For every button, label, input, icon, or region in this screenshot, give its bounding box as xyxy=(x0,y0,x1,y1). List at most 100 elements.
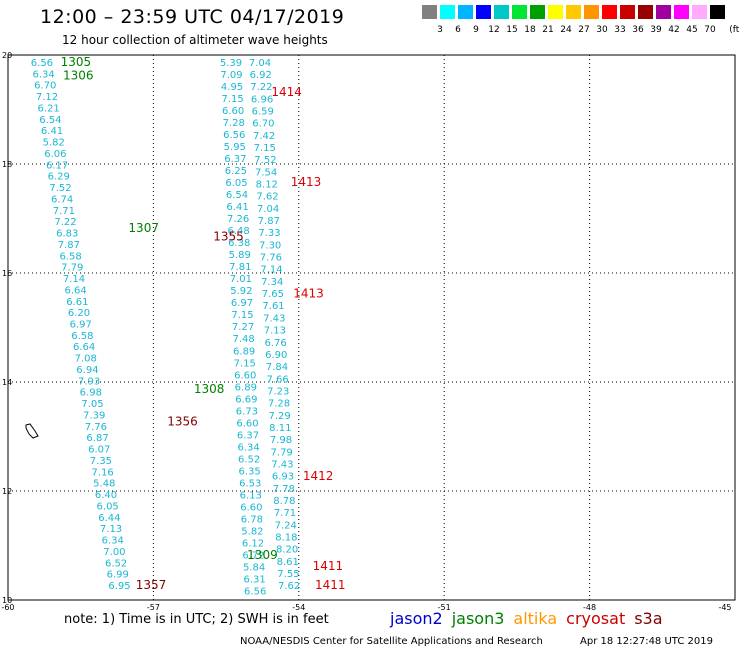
wave-height-value: 8.18 xyxy=(275,532,297,543)
legend-swatch xyxy=(458,5,473,19)
lon-tick-label: -60 xyxy=(1,603,14,612)
wave-height-value: 8.78 xyxy=(273,496,295,507)
legend-label: 21 xyxy=(542,25,554,35)
lat-tick-label: 20 xyxy=(2,51,12,60)
wave-height-value: 6.34 xyxy=(237,442,259,453)
wave-height-value: 7.29 xyxy=(269,411,291,422)
wave-height-value: 6.40 xyxy=(95,490,117,501)
wave-height-value: 6.13 xyxy=(240,490,262,501)
wave-height-value: 7.84 xyxy=(266,362,288,373)
wave-height-value: 7.42 xyxy=(253,131,275,142)
wave-height-value: 6.07 xyxy=(88,445,110,456)
wave-height-value: 5.39 xyxy=(220,58,242,69)
wave-height-value: 5.84 xyxy=(243,563,265,574)
wave-height-value: 6.53 xyxy=(239,478,261,489)
wave-height-value: 7.79 xyxy=(271,447,293,458)
lat-tick-label: 12 xyxy=(2,487,12,496)
legend-label: 12 xyxy=(488,25,500,35)
legend-label: 33 xyxy=(614,25,626,35)
wave-height-value: 7.87 xyxy=(58,240,80,251)
wave-height-value: 7.09 xyxy=(220,70,242,81)
wave-height-value: 7.28 xyxy=(223,118,245,129)
pass-label: 1412 xyxy=(303,469,334,483)
pass-label: 1356 xyxy=(167,415,198,429)
wave-height-value: 6.76 xyxy=(264,338,286,349)
satellite-cryosat-label: cryosat xyxy=(566,609,626,628)
wave-height-value: 7.13 xyxy=(100,524,122,535)
wave-height-value: 6.61 xyxy=(66,297,88,308)
wave-height-value: 5.82 xyxy=(43,138,65,149)
satellite-jason3-label: jason3 xyxy=(451,609,505,628)
wave-height-value: 6.74 xyxy=(51,194,73,205)
satellite-altika-label: altika xyxy=(513,609,558,628)
wave-height-value: 6.70 xyxy=(34,81,56,92)
legend-swatch xyxy=(710,5,725,19)
wave-height-value: 6.93 xyxy=(272,472,294,483)
footer-note: note: 1) Time is in UTC; 2) SWH is in fe… xyxy=(64,612,329,627)
pass-label: 1308 xyxy=(194,382,225,396)
wave-height-value: 6.60 xyxy=(234,370,256,381)
lon-tick-label: -57 xyxy=(147,603,160,612)
pass-label: 1305 xyxy=(61,55,92,69)
wave-height-value: 6.56 xyxy=(31,58,53,69)
lon-tick-label: -51 xyxy=(438,603,451,612)
wave-height-value: 7.14 xyxy=(260,265,282,276)
wave-height-value: 7.08 xyxy=(75,354,97,365)
wave-height-value: 7.22 xyxy=(250,82,272,93)
pass-label: 1411 xyxy=(315,578,346,592)
wave-height-value: 6.56 xyxy=(223,130,245,141)
lat-tick-label: 14 xyxy=(2,378,12,387)
wave-height-value: 7.00 xyxy=(103,547,125,558)
satellite-jason2-label: jason2 xyxy=(390,609,443,628)
wave-height-value: 6.34 xyxy=(102,536,124,547)
wave-height-value: 7.04 xyxy=(249,58,271,69)
wave-height-value: 7.66 xyxy=(266,374,288,385)
legend-swatch xyxy=(476,5,491,19)
wave-height-value: 6.58 xyxy=(71,331,93,342)
wave-height-value: 7.05 xyxy=(81,399,103,410)
wave-height-value: 7.15 xyxy=(231,310,253,321)
wave-height-value: 6.92 xyxy=(250,70,272,81)
wave-height-value: 6.69 xyxy=(235,394,257,405)
wave-height-value: 7.34 xyxy=(261,277,283,288)
wave-height-value: 6.56 xyxy=(244,587,266,598)
wave-height-value: 8.11 xyxy=(269,423,291,434)
legend-unit: (ft) xyxy=(729,25,740,35)
legend-label: 24 xyxy=(560,25,572,35)
wave-height-value: 7.16 xyxy=(91,467,113,478)
wave-height-value: 6.60 xyxy=(236,418,258,429)
wave-height-value: 7.79 xyxy=(61,263,83,274)
wave-height-value: 6.41 xyxy=(41,126,63,137)
legend-swatch xyxy=(566,5,581,19)
wave-height-value: 7.93 xyxy=(78,376,100,387)
wave-height-value: 6.95 xyxy=(108,581,130,592)
legend-label: 36 xyxy=(632,25,644,35)
legend-swatch xyxy=(530,5,545,19)
pass-label: 1413 xyxy=(291,175,322,189)
wave-height-value: 6.12 xyxy=(242,538,264,549)
wave-height-value: 7.43 xyxy=(271,459,293,470)
wave-height-value: 6.35 xyxy=(239,466,261,477)
legend-swatch xyxy=(440,5,455,19)
legend-swatch xyxy=(674,5,689,19)
wave-height-value: 7.76 xyxy=(260,253,282,264)
wave-height-value: 7.52 xyxy=(254,155,276,166)
wave-height-value: 7.27 xyxy=(232,322,254,333)
wave-height-value: 6.37 xyxy=(237,430,259,441)
lat-tick-label: 18 xyxy=(2,160,12,169)
wave-height-value: 5.48 xyxy=(93,479,115,490)
wave-height-value: 5.89 xyxy=(229,250,251,261)
wave-height-value: 6.41 xyxy=(226,202,248,213)
wave-height-value: 6.58 xyxy=(59,251,81,262)
legend-label: 6 xyxy=(455,25,461,35)
wave-height-value: 6.54 xyxy=(226,190,248,201)
legend-swatch xyxy=(638,5,653,19)
wave-height-value: 6.06 xyxy=(44,149,66,160)
wave-height-value: 7.13 xyxy=(264,326,286,337)
wave-height-value: 7.71 xyxy=(274,508,296,519)
satellite-s3a-label: s3a xyxy=(634,609,663,628)
wave-height-value: 7.62 xyxy=(256,192,278,203)
wave-height-value: 7.55 xyxy=(277,569,299,580)
wave-height-value: 7.62 xyxy=(278,581,300,592)
